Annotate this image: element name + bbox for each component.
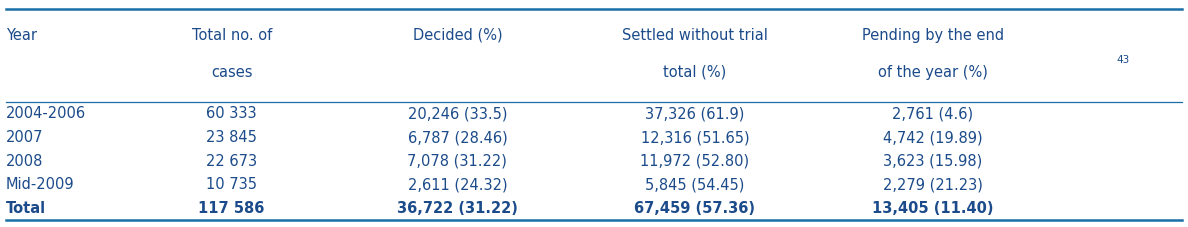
Text: 2,761 (4.6): 2,761 (4.6): [892, 106, 973, 121]
Text: 37,326 (61.9): 37,326 (61.9): [645, 106, 745, 121]
Text: Pending by the end: Pending by the end: [861, 28, 1004, 43]
Text: 117 586: 117 586: [198, 201, 265, 216]
Text: 2004-2006: 2004-2006: [6, 106, 86, 121]
Text: 67,459 (57.36): 67,459 (57.36): [634, 201, 756, 216]
Text: 20,246 (33.5): 20,246 (33.5): [407, 106, 507, 121]
Text: 4,742 (19.89): 4,742 (19.89): [883, 130, 982, 145]
Text: of the year (%): of the year (%): [878, 65, 987, 80]
Text: 11,972 (52.80): 11,972 (52.80): [640, 154, 750, 169]
Text: Total no. of: Total no. of: [191, 28, 272, 43]
Text: 22 673: 22 673: [206, 154, 258, 169]
Text: 12,316 (51.65): 12,316 (51.65): [640, 130, 750, 145]
Text: 2007: 2007: [6, 130, 44, 145]
Text: 36,722 (31.22): 36,722 (31.22): [397, 201, 518, 216]
Text: 2,279 (21.23): 2,279 (21.23): [883, 177, 982, 192]
Text: 10 735: 10 735: [207, 177, 257, 192]
Text: Year: Year: [6, 28, 37, 43]
Text: Total: Total: [6, 201, 46, 216]
Text: 43: 43: [1117, 55, 1130, 65]
Text: 2,611 (24.32): 2,611 (24.32): [407, 177, 507, 192]
Text: 5,845 (54.45): 5,845 (54.45): [645, 177, 745, 192]
Text: 23 845: 23 845: [207, 130, 257, 145]
Text: 60 333: 60 333: [207, 106, 257, 121]
Text: Mid-2009: Mid-2009: [6, 177, 75, 192]
Text: Settled without trial: Settled without trial: [623, 28, 767, 43]
Text: 3,623 (15.98): 3,623 (15.98): [883, 154, 982, 169]
Text: 13,405 (11.40): 13,405 (11.40): [872, 201, 993, 216]
Text: 7,078 (31.22): 7,078 (31.22): [407, 154, 507, 169]
Text: total (%): total (%): [663, 65, 727, 80]
Text: cases: cases: [211, 65, 252, 80]
Text: Decided (%): Decided (%): [412, 28, 503, 43]
Text: 2008: 2008: [6, 154, 43, 169]
Text: 6,787 (28.46): 6,787 (28.46): [407, 130, 507, 145]
